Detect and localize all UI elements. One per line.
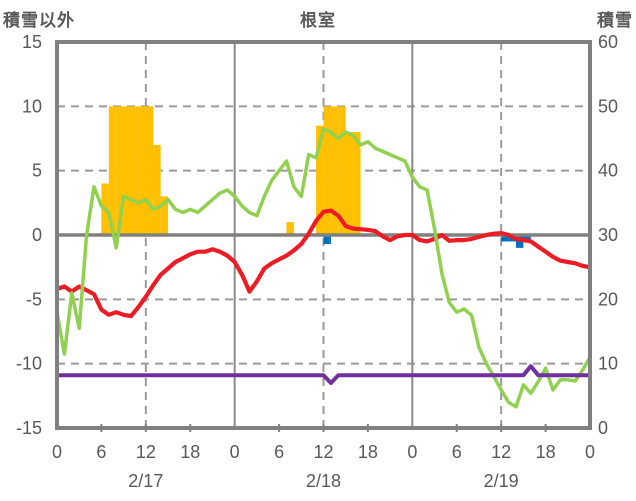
axis-tick-label: 6 — [452, 442, 462, 462]
axis-tick-label: 0 — [585, 442, 595, 462]
axis-tick-label: 0 — [598, 418, 608, 438]
axis-tick-label: 2/17 — [128, 471, 163, 491]
axis-tick-label: 0 — [407, 442, 417, 462]
axis-tick-label: 2/18 — [306, 471, 341, 491]
axis-tick-label: -10 — [16, 354, 42, 374]
axis-tick-label: 12 — [313, 442, 333, 462]
axis-tick-marks — [100, 424, 547, 432]
axis-tick-label: 0 — [52, 442, 62, 462]
right-axis-title: 積雪 — [597, 11, 633, 30]
axis-tick-label: 0 — [32, 225, 42, 245]
axis-tick-label: 18 — [358, 442, 378, 462]
axis-tick-label: 18 — [536, 442, 556, 462]
axis-tick-label: 50 — [598, 96, 618, 116]
axis-tick-label: 18 — [180, 442, 200, 462]
axis-tick-label: 40 — [598, 161, 618, 181]
axis-tick-label: 12 — [491, 442, 511, 462]
red-line — [54, 208, 593, 319]
axis-tick-label: -15 — [16, 418, 42, 438]
axis-tick-label: 15 — [22, 32, 42, 52]
axis-tick-label: 2/19 — [484, 471, 519, 491]
axis-tick-label: 20 — [598, 289, 618, 309]
axis-tick-label: 10 — [598, 354, 618, 374]
axis-tick-label: -5 — [26, 289, 42, 309]
axis-tick-label: 6 — [96, 442, 106, 462]
axis-tick-label: 0 — [230, 442, 240, 462]
axis-tick-label: 60 — [598, 32, 618, 52]
chart-title: 根室 — [300, 11, 336, 30]
axis-tick-label: 30 — [598, 225, 618, 245]
purple-line — [55, 364, 592, 385]
green-line — [55, 127, 592, 409]
axis-tick-label: 10 — [22, 96, 42, 116]
axis-tick-label: 6 — [274, 442, 284, 462]
axis-tick-label: 5 — [32, 161, 42, 181]
left-axis-title: 積雪以外 — [3, 11, 75, 30]
axis-tick-label: 12 — [136, 442, 156, 462]
